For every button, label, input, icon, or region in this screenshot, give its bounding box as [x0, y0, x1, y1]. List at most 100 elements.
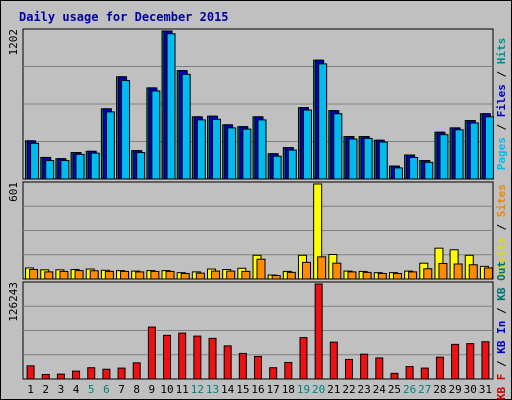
bar-sites-day-18	[286, 271, 296, 280]
bar-sites-day-28	[438, 263, 448, 280]
x-tick-label-day-3: 3	[58, 383, 65, 396]
legend-entry: /	[495, 64, 508, 84]
bar-pages-day-6	[105, 111, 115, 180]
x-tick-label-day-4: 4	[73, 383, 80, 396]
x-tick-label-day-5: 5	[88, 383, 95, 396]
bar-kb-f-day-24	[375, 357, 384, 380]
bar-pages-day-4	[75, 153, 85, 180]
bar-pages-day-22	[348, 138, 358, 180]
bar-sites-day-24	[377, 272, 387, 280]
x-tick-label-day-18: 18	[282, 383, 295, 396]
panel-max-label: 1202	[7, 29, 20, 56]
bar-kb-f-day-12	[193, 335, 202, 380]
legend-entry: KB Out	[495, 261, 508, 301]
bar-sites-day-15	[241, 270, 251, 280]
bar-kb-f-day-20	[314, 283, 323, 380]
bar-sites-day-19	[301, 261, 311, 280]
bar-pages-day-27	[424, 161, 434, 180]
bar-pages-day-1	[30, 142, 40, 180]
bar-kb-f-day-21	[329, 341, 338, 380]
x-tick-label-day-9: 9	[149, 383, 156, 396]
legend-entry: Sites	[495, 184, 508, 217]
bar-sites-day-1	[29, 269, 39, 280]
bar-sites-day-8	[135, 271, 145, 280]
bar-pages-day-17	[272, 155, 282, 180]
bar-kb-f-day-29	[451, 343, 460, 380]
bar-sites-day-6	[104, 270, 114, 280]
bar-sites-day-3	[59, 270, 69, 280]
bar-sites-day-13	[211, 270, 221, 280]
legend-entry: /	[495, 301, 508, 321]
bar-pages-day-13	[212, 118, 222, 180]
bar-sites-day-22	[347, 271, 357, 280]
x-tick-label-day-24: 24	[373, 383, 387, 396]
legend-entry: Visits	[495, 237, 508, 277]
bar-kb-f-day-15	[238, 352, 247, 380]
bar-pages-day-18	[287, 149, 297, 180]
panel-max-label: 601	[7, 182, 20, 202]
x-tick-label-day-22: 22	[342, 383, 355, 396]
bar-kb-f-day-23	[360, 353, 369, 380]
bar-kb-f-day-14	[223, 345, 232, 380]
bar-sites-day-21	[332, 262, 342, 280]
bar-kb-f-day-6	[102, 368, 111, 380]
bar-sites-day-14	[226, 270, 236, 280]
x-tick-label-day-31: 31	[479, 383, 492, 396]
bar-pages-day-20	[318, 63, 328, 180]
bar-kb-f-day-13	[208, 337, 217, 380]
bar-sites-day-30	[468, 264, 478, 280]
bar-sites-day-23	[362, 271, 372, 280]
bar-sites-day-12	[195, 272, 205, 280]
bar-pages-day-31	[484, 116, 494, 180]
x-tick-label-day-17: 17	[267, 383, 280, 396]
bar-pages-day-10	[166, 33, 176, 180]
x-tick-label-day-20: 20	[312, 383, 325, 396]
x-tick-label-day-12: 12	[191, 383, 204, 396]
bar-sites-day-26	[408, 271, 418, 280]
bar-pages-day-24	[378, 141, 388, 180]
bar-pages-day-29	[454, 129, 464, 180]
x-tick-label-day-6: 6	[103, 383, 110, 396]
x-tick-label-day-25: 25	[388, 383, 401, 396]
bar-sites-day-16	[256, 258, 266, 280]
bar-kb-f-day-11	[178, 332, 187, 380]
bar-sites-day-27	[423, 268, 433, 280]
bar-sites-day-5	[89, 270, 99, 280]
bar-kb-f-day-9	[147, 326, 156, 380]
bar-sites-day-7	[120, 270, 130, 280]
panel-legend: KB F / KB In / KB Out	[495, 261, 508, 399]
panel-max-label: 126243	[7, 282, 20, 322]
x-tick-label-day-16: 16	[251, 383, 264, 396]
bar-sites-day-4	[74, 270, 84, 280]
x-tick-label-day-13: 13	[206, 383, 219, 396]
x-tick-label-day-30: 30	[464, 383, 477, 396]
legend-entry: KB In	[495, 321, 508, 354]
bar-sites-day-25	[392, 272, 402, 280]
legend-entry: KB F	[495, 374, 508, 399]
bar-sites-day-29	[453, 263, 463, 280]
bar-pages-day-8	[136, 152, 146, 180]
bar-sites-day-31	[483, 267, 493, 280]
bar-pages-day-3	[60, 160, 70, 180]
bar-kb-f-day-25	[390, 372, 399, 380]
bar-kb-f-day-3	[56, 373, 65, 380]
legend-entry: Hits	[495, 38, 508, 65]
panel-legend: Visits / Sites	[495, 184, 508, 277]
x-tick-label-day-28: 28	[433, 383, 446, 396]
legend-entry: Pages	[495, 137, 508, 170]
panel-visits: 601 Visits / Sites	[7, 181, 508, 280]
bar-sites-day-11	[180, 272, 190, 280]
x-tick-label-day-2: 2	[42, 383, 49, 396]
bar-pages-day-9	[151, 90, 161, 180]
bar-kb-f-day-16	[254, 355, 262, 380]
bar-kb-f-day-27	[420, 367, 429, 380]
bar-pages-day-26	[409, 156, 419, 180]
chart-title: Daily usage for December 2015	[19, 10, 229, 24]
x-tick-label-day-23: 23	[358, 383, 371, 396]
bar-kb-f-day-26	[405, 366, 414, 380]
bar-pages-day-7	[121, 80, 131, 180]
bar-sites-day-2	[44, 271, 54, 280]
bar-kb-f-day-1	[26, 365, 35, 380]
x-axis-labels: 1 2 3 4 5 6 7 8 9 10 11 12 13 14 15 16 17 18 19 20 21 22 23 24 2…	[27, 383, 492, 396]
